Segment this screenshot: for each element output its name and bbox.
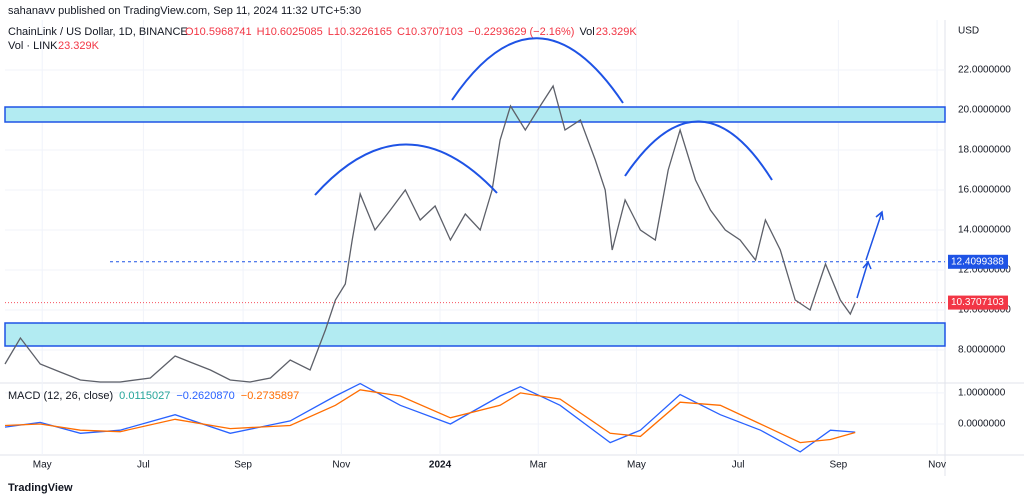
zone	[4, 322, 946, 347]
x-tick-label: Sep	[829, 460, 847, 471]
macd-value: 0.0115027	[119, 390, 170, 402]
legend-item: Vol	[579, 26, 594, 38]
footer	[0, 477, 1024, 499]
legend-item: H10.6025085	[257, 26, 323, 38]
x-tick-label: Jul	[732, 460, 745, 471]
legend-item: C10.3707103	[397, 26, 463, 38]
legend-item: 23.329K	[596, 26, 638, 38]
y-tick-label: 14.0000000	[958, 225, 1011, 236]
macd-value: −0.2620870	[176, 390, 234, 402]
y-tick-label: 20.0000000	[958, 105, 1011, 116]
y-tick-label: 18.0000000	[958, 145, 1011, 156]
currency: USD	[958, 26, 979, 37]
x-tick-label: Jul	[137, 460, 150, 471]
series-line	[4, 382, 856, 453]
y-tick-label: 8.0000000	[958, 345, 1006, 356]
price-label: 10.3707103	[951, 297, 1004, 308]
y-tick-label: 1.0000000	[958, 388, 1006, 399]
x-tick-label: Mar	[530, 460, 548, 471]
legend-item: −0.2293629 (−2.16%)	[468, 26, 574, 38]
legend-item: O10.5968741	[185, 26, 252, 38]
series-line	[4, 84, 856, 383]
marks: 8.0000000 10.0000000 12.0000000 14.0000000 1…	[4, 20, 1011, 471]
series-line	[4, 389, 856, 444]
macd-value: −0.2735897	[241, 390, 299, 402]
x-tick-label: May	[33, 460, 52, 471]
x-tick-label: May	[627, 460, 646, 471]
y-tick-label: 12.0000000	[958, 265, 1011, 276]
y-tick-label: 10.0000000	[958, 305, 1011, 316]
chart-title: ChainLink / US Dollar, 1D, BINANCE	[8, 26, 188, 38]
x-tick-label: Sep	[234, 460, 252, 471]
y-tick-label: 22.0000000	[958, 65, 1011, 76]
volume-value: 23.329K	[58, 40, 100, 52]
x-tick-label: Nov	[928, 460, 946, 471]
macd-title: MACD (12, 26, close)	[8, 390, 113, 402]
x-tick-label: Nov	[332, 460, 350, 471]
legend-item: L10.3226165	[328, 26, 392, 38]
annotation-arc	[624, 120, 773, 181]
brand: TradingView	[8, 482, 73, 494]
x-tick-label: 2024	[429, 460, 452, 471]
annotation-arc	[451, 37, 624, 104]
zone	[4, 106, 946, 123]
level-label: 12.4099388	[951, 256, 1004, 267]
annotation-arrow	[856, 210, 884, 299]
volume-label: Vol · LINK	[8, 40, 58, 52]
level-tag	[948, 254, 1008, 269]
publisher: sahanavv published on TradingView.com, S…	[8, 5, 361, 17]
annotation-arc	[314, 143, 498, 196]
y-tick-label: 16.0000000	[958, 185, 1011, 196]
y-tick-label: 0.0000000	[958, 419, 1006, 430]
price-tag	[948, 295, 1008, 310]
